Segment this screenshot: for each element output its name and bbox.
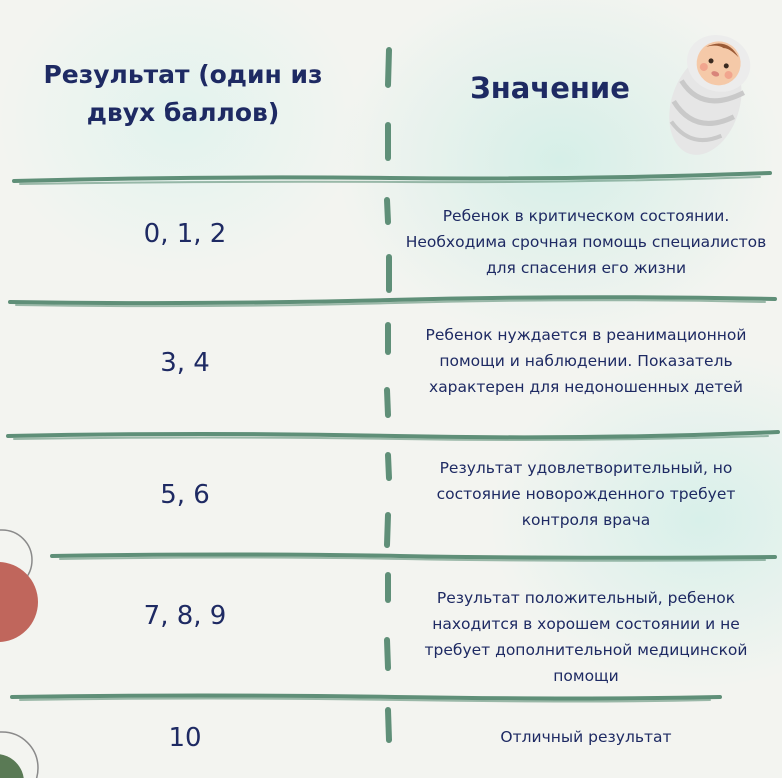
- score-row-2: 3, 4: [160, 348, 210, 378]
- meaning-row-4: Результат положительный, ребенок находит…: [424, 589, 748, 685]
- score-row-1: 0, 1, 2: [143, 219, 227, 249]
- score-row-4: 7, 8, 9: [143, 601, 227, 631]
- meaning-row-2: Ребенок нуждается в реанимационной помощ…: [425, 326, 747, 396]
- score-row-3: 5, 6: [160, 480, 210, 510]
- baby-icon: [669, 34, 751, 155]
- score-row-5: 10: [168, 723, 202, 753]
- column-header-score: Результат (один из двух баллов): [43, 60, 323, 127]
- column-header-meaning: Значение: [470, 71, 630, 105]
- meaning-row-3: Результат удовлетворительный, но состоян…: [436, 459, 736, 529]
- decorative-circles: [0, 529, 39, 778]
- meaning-row-1: Ребенок в критическом состоянии. Необход…: [405, 207, 767, 277]
- meaning-row-5: Отличный результат: [500, 728, 672, 746]
